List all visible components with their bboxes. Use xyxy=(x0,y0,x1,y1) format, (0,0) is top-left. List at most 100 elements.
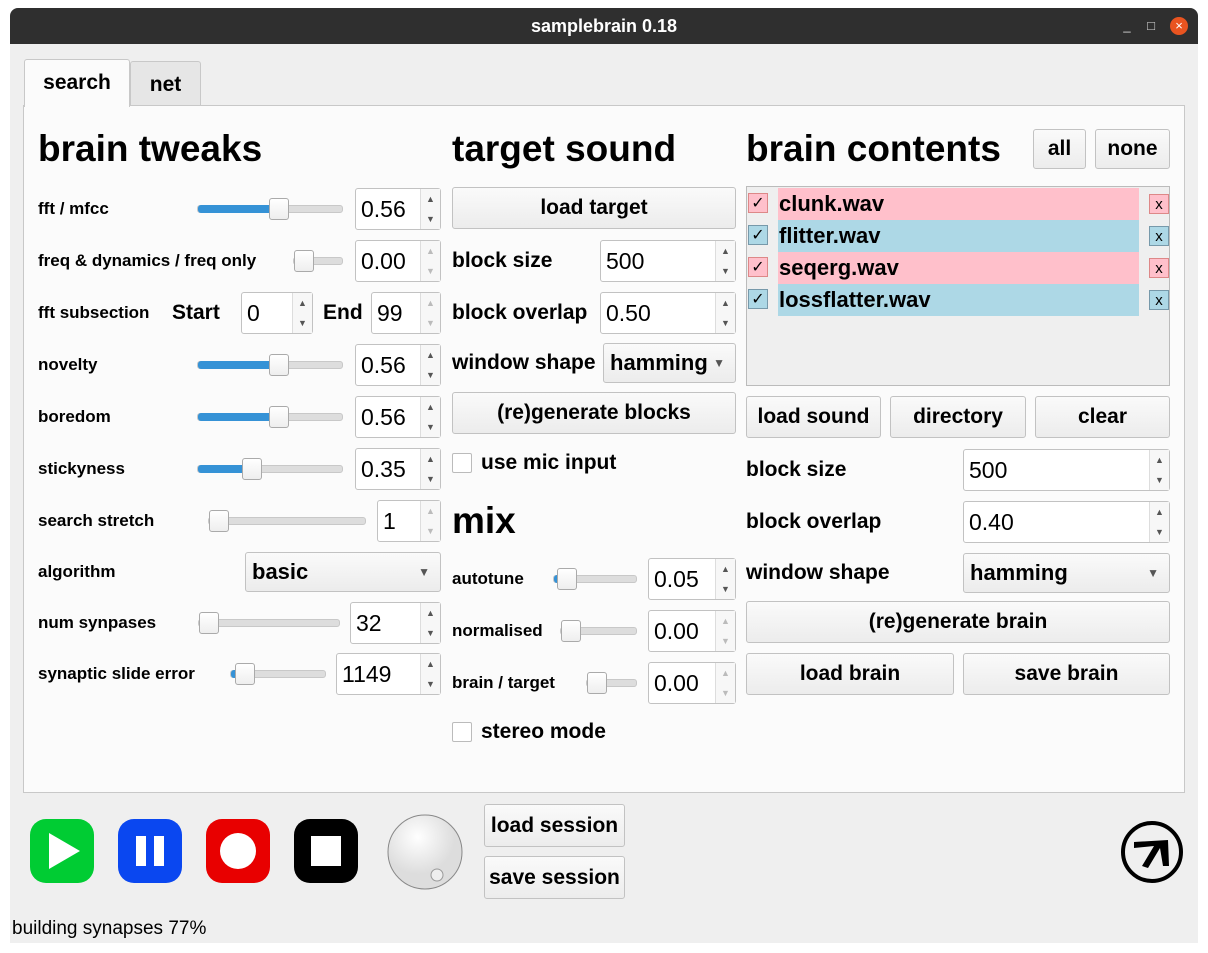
use-mic-checkbox[interactable] xyxy=(452,453,472,473)
spin-arrows-icon[interactable]: ▲ ▼ xyxy=(1149,502,1169,542)
autotune-slider[interactable] xyxy=(553,568,637,590)
save-session-button[interactable]: save session xyxy=(484,856,625,899)
maximize-button[interactable]: □ xyxy=(1147,18,1155,33)
remove-sample-button[interactable]: x xyxy=(1149,226,1169,246)
load-session-button[interactable]: load session xyxy=(484,804,625,847)
stickyness-spinbox[interactable]: 0.35 ▲ ▼ xyxy=(355,448,441,490)
spin-arrows-icon[interactable]: ▲ ▼ xyxy=(715,559,735,599)
slide_error-spinbox[interactable]: 1149 ▲ ▼ xyxy=(336,653,441,695)
spin-arrows-icon[interactable]: ▲ ▼ xyxy=(420,397,440,437)
sample-checkbox[interactable]: ✓ xyxy=(748,225,768,245)
spin-arrows-icon[interactable]: ▲ ▼ xyxy=(715,241,735,281)
freq_dyn-spinbox[interactable]: 0.00 ▲ ▼ xyxy=(355,240,441,282)
brain_target-slider[interactable] xyxy=(586,672,637,694)
tab-net[interactable]: net xyxy=(130,61,201,105)
sample-checkbox[interactable]: ✓ xyxy=(748,193,768,213)
title-bar: samplebrain 0.18 xyxy=(10,8,1198,44)
slider-handle[interactable] xyxy=(268,354,289,376)
remove-sample-button[interactable]: x xyxy=(1149,290,1169,310)
brain-block-overlap-spinbox[interactable]: 0.40 ▲ ▼ xyxy=(963,501,1170,543)
regenerate-brain-button[interactable]: (re)generate brain xyxy=(746,601,1170,643)
slider-handle[interactable] xyxy=(268,198,289,220)
spin-arrows-icon[interactable]: ▲ ▼ xyxy=(420,189,440,229)
minimize-button[interactable]: _ xyxy=(1123,18,1131,33)
spin-arrows-icon[interactable]: ▲ ▼ xyxy=(420,654,440,694)
freq_dyn-slider[interactable] xyxy=(293,250,343,272)
boredom-slider[interactable] xyxy=(197,406,343,428)
stickyness-slider[interactable] xyxy=(197,458,343,480)
target-block-overlap-spinbox[interactable]: 0.50 ▲ ▼ xyxy=(600,292,736,334)
target-window-shape-select[interactable]: hamming ▼ xyxy=(603,343,736,383)
slider-handle[interactable] xyxy=(294,250,314,272)
normalised-slider[interactable] xyxy=(560,620,637,642)
select-none-button[interactable]: none xyxy=(1095,129,1170,169)
block-size-label: block size xyxy=(452,249,553,272)
directory-button[interactable]: directory xyxy=(890,396,1026,438)
spin-arrows-icon[interactable]: ▲ ▼ xyxy=(292,293,312,333)
fft_mfcc-slider[interactable] xyxy=(197,198,343,220)
end-spinbox[interactable]: 99 ▲ ▼ xyxy=(371,292,441,334)
sample-checkbox[interactable]: ✓ xyxy=(748,257,768,277)
select-all-button[interactable]: all xyxy=(1033,129,1086,169)
spin-arrows-icon[interactable]: ▲ ▼ xyxy=(715,611,735,651)
load-brain-button[interactable]: load brain xyxy=(746,653,954,695)
start-spinbox[interactable]: 0 ▲ ▼ xyxy=(241,292,313,334)
play-button[interactable] xyxy=(30,819,94,883)
spin-arrows-icon[interactable]: ▲ ▼ xyxy=(420,241,440,281)
boredom-label: boredom xyxy=(38,407,111,426)
spin-arrows-icon[interactable]: ▲ ▼ xyxy=(420,293,440,333)
stereo-mode-checkbox[interactable] xyxy=(452,722,472,742)
record-button[interactable] xyxy=(206,819,270,883)
volume-knob[interactable] xyxy=(386,813,464,891)
search_stretch-spinbox[interactable]: 1 ▲ ▼ xyxy=(377,500,441,542)
search_stretch-slider[interactable] xyxy=(208,510,366,532)
slide_error-slider[interactable] xyxy=(230,663,326,685)
tab-search[interactable]: search xyxy=(24,59,130,107)
brain_target-spinbox[interactable]: 0.00 ▲ ▼ xyxy=(648,662,736,704)
novelty-slider[interactable] xyxy=(197,354,343,376)
slider-handle[interactable] xyxy=(209,510,229,532)
num_synapses-spinbox[interactable]: 32 ▲ ▼ xyxy=(350,602,441,644)
load-sound-button[interactable]: load sound xyxy=(746,396,881,438)
pause-button[interactable] xyxy=(118,819,182,883)
novelty-spinbox[interactable]: 0.56 ▲ ▼ xyxy=(355,344,441,386)
play-icon xyxy=(49,833,80,869)
load-target-button[interactable]: load target xyxy=(452,187,736,229)
num_synapses-label: num synpases xyxy=(38,613,157,632)
combo-value: hamming xyxy=(970,560,1068,585)
slider-handle[interactable] xyxy=(557,568,578,590)
spin-arrows-icon[interactable]: ▲ ▼ xyxy=(420,345,440,385)
algorithm-select[interactable]: basic ▼ xyxy=(245,552,441,592)
stop-button[interactable] xyxy=(294,819,358,883)
slider-handle[interactable] xyxy=(199,612,219,634)
brain-block-size-spinbox[interactable]: 500 ▲ ▼ xyxy=(963,449,1170,491)
sample-checkbox[interactable]: ✓ xyxy=(748,289,768,309)
normalised-spinbox[interactable]: 0.00 ▲ ▼ xyxy=(648,610,736,652)
slider-fill xyxy=(198,413,273,421)
num_synapses-slider[interactable] xyxy=(198,612,340,634)
remove-sample-button[interactable]: x xyxy=(1149,194,1169,214)
slider-handle[interactable] xyxy=(561,620,581,642)
slider-handle[interactable] xyxy=(242,458,263,480)
regenerate-blocks-button[interactable]: (re)generate blocks xyxy=(452,392,736,434)
fft_mfcc-spinbox[interactable]: 0.56 ▲ ▼ xyxy=(355,188,441,230)
autotune-spinbox[interactable]: 0.05 ▲ ▼ xyxy=(648,558,736,600)
slider-handle[interactable] xyxy=(587,672,607,694)
spin-arrows-icon[interactable]: ▲ ▼ xyxy=(420,501,440,541)
spin-arrows-icon[interactable]: ▲ ▼ xyxy=(1149,450,1169,490)
spinbox-value: 0.56 xyxy=(361,196,406,222)
save-brain-button[interactable]: save brain xyxy=(963,653,1170,695)
brain-window-shape-select[interactable]: hamming ▼ xyxy=(963,553,1170,593)
clear-button[interactable]: clear xyxy=(1035,396,1170,438)
slider-handle[interactable] xyxy=(234,663,255,685)
spin-arrows-icon[interactable]: ▲ ▼ xyxy=(715,293,735,333)
target-block-size-spinbox[interactable]: 500 ▲ ▼ xyxy=(600,240,736,282)
remove-sample-button[interactable]: x xyxy=(1149,258,1169,278)
spin-arrows-icon[interactable]: ▲ ▼ xyxy=(715,663,735,703)
mix-heading: mix xyxy=(452,500,516,541)
boredom-spinbox[interactable]: 0.56 ▲ ▼ xyxy=(355,396,441,438)
slider-handle[interactable] xyxy=(268,406,289,428)
spin-arrows-icon[interactable]: ▲ ▼ xyxy=(420,449,440,489)
spin-arrows-icon[interactable]: ▲ ▼ xyxy=(420,603,440,643)
close-button[interactable]: × xyxy=(1170,17,1188,35)
